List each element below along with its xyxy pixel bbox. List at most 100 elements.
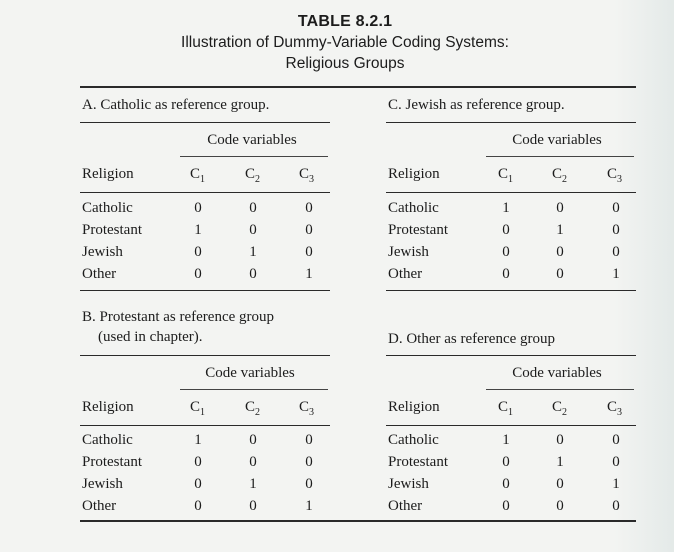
table-cell: 0 (194, 454, 202, 470)
row-label: Catholic (82, 432, 133, 448)
column-header-c3: C3 (607, 166, 622, 185)
row-label: Catholic (388, 200, 439, 216)
table-cell: 0 (556, 200, 564, 216)
panel-b: B. Protestant as reference group (used i… (80, 308, 332, 518)
table-cell: 0 (305, 476, 313, 492)
table-caption-line-2: Religious Groups (285, 55, 405, 72)
column-letter: C (245, 166, 256, 182)
table-cell: 0 (249, 454, 257, 470)
table-title: TABLE 8.2.1 Illustration of Dummy-Variab… (0, 12, 674, 74)
religion-header: Religion (388, 166, 440, 182)
column-letter: C (190, 166, 201, 182)
table-cell: 0 (502, 454, 510, 470)
table-cell: 0 (194, 244, 202, 260)
panel-title: C. Jewish as reference group. (388, 97, 565, 113)
column-subscript: 1 (508, 174, 514, 185)
row-label: Other (388, 266, 423, 282)
column-subscript: 1 (200, 407, 206, 418)
row-label: Other (82, 266, 117, 282)
panel-title: D. Other as reference group (388, 331, 555, 347)
table-cell: 1 (556, 454, 564, 470)
table-cell: 1 (502, 432, 510, 448)
religion-header: Religion (82, 166, 134, 182)
panel-bottom-rule (386, 290, 636, 291)
column-header-c2: C2 (245, 166, 260, 185)
table-cell: 0 (612, 244, 620, 260)
table-cell: 0 (305, 200, 313, 216)
column-header-c1: C1 (498, 166, 513, 185)
code-variables-rule (180, 389, 328, 390)
panel-title: A. Catholic as reference group. (82, 97, 270, 113)
panel-title-rule (80, 355, 330, 356)
column-header-c2: C2 (552, 399, 567, 418)
code-variables-rule (486, 156, 634, 157)
table-cell: 0 (249, 498, 257, 514)
table-cell: 0 (502, 266, 510, 282)
column-letter: C (607, 399, 618, 415)
row-label: Jewish (82, 244, 123, 260)
page-edge-shading (614, 0, 674, 552)
table-top-rule (80, 86, 636, 88)
table-number: TABLE 8.2.1 (297, 13, 393, 30)
table-cell: 1 (612, 266, 620, 282)
panel-bottom-rule (80, 290, 330, 291)
table-cell: 1 (249, 244, 257, 260)
column-subscript: 1 (200, 174, 206, 185)
table-cell: 1 (305, 266, 313, 282)
table-cell: 0 (502, 498, 510, 514)
row-label: Protestant (82, 222, 142, 238)
row-label: Jewish (82, 476, 123, 492)
column-letter: C (299, 166, 310, 182)
table-cell: 0 (305, 222, 313, 238)
column-header-c3: C3 (299, 399, 314, 418)
row-label: Jewish (388, 244, 429, 260)
column-header-c1: C1 (190, 166, 205, 185)
code-variables-label: Code variables (512, 365, 602, 381)
table-cell: 1 (502, 200, 510, 216)
row-label: Protestant (388, 222, 448, 238)
table-cell: 0 (612, 498, 620, 514)
panel-title-rule (80, 122, 330, 123)
column-letter: C (299, 399, 310, 415)
table-cell: 0 (194, 266, 202, 282)
table-cell: 0 (305, 454, 313, 470)
table-cell: 0 (194, 200, 202, 216)
column-header-c3: C3 (299, 166, 314, 185)
table-cell: 0 (249, 266, 257, 282)
table-cell: 0 (502, 222, 510, 238)
table-bottom-rule (80, 520, 636, 522)
code-variables-label: Code variables (512, 132, 602, 148)
column-subscript: 2 (255, 174, 261, 185)
table-cell: 0 (556, 476, 564, 492)
table-cell: 0 (556, 432, 564, 448)
column-header-c1: C1 (498, 399, 513, 418)
row-label: Jewish (388, 476, 429, 492)
panel-title-rule (386, 122, 636, 123)
table-cell: 0 (194, 498, 202, 514)
header-rule (80, 425, 330, 426)
table-cell: 0 (249, 432, 257, 448)
table-cell: 0 (556, 498, 564, 514)
table-cell: 1 (194, 222, 202, 238)
column-subscript: 2 (255, 407, 261, 418)
panel-title-rule (386, 355, 636, 356)
row-label: Other (388, 498, 423, 514)
column-subscript: 3 (617, 174, 623, 185)
column-subscript: 2 (562, 174, 568, 185)
table-cell: 1 (556, 222, 564, 238)
table-cell: 0 (194, 476, 202, 492)
row-label: Catholic (82, 200, 133, 216)
column-subscript: 3 (617, 407, 623, 418)
table-cell: 0 (249, 200, 257, 216)
table-cell: 0 (556, 266, 564, 282)
column-subscript: 3 (309, 407, 315, 418)
column-letter: C (498, 166, 509, 182)
column-letter: C (498, 399, 509, 415)
table-cell: 0 (502, 476, 510, 492)
table-cell: 0 (305, 244, 313, 260)
panel-a: A. Catholic as reference group. Code var… (80, 96, 332, 296)
table-cell: 0 (305, 432, 313, 448)
column-header-c3: C3 (607, 399, 622, 418)
column-subscript: 1 (508, 407, 514, 418)
row-label: Protestant (388, 454, 448, 470)
